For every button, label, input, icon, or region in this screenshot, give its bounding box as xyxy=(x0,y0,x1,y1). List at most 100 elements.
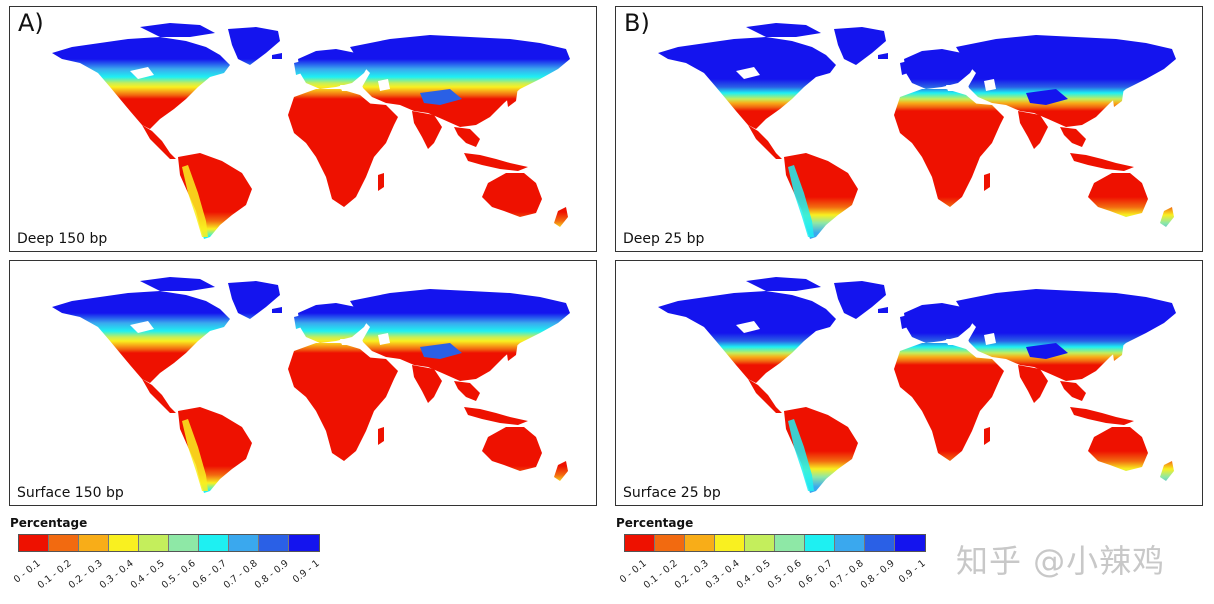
landmass-nz xyxy=(554,207,568,227)
andes-range xyxy=(182,165,208,237)
landmass-india xyxy=(412,365,442,403)
legend-swatch xyxy=(655,535,685,551)
landmass-uk xyxy=(294,61,302,75)
legend-swatch xyxy=(775,535,805,551)
legend-tick-label: 0.9 - 1 xyxy=(896,558,928,586)
panel-caption: Deep 150 bp xyxy=(17,231,108,247)
landmass-india xyxy=(1018,365,1048,403)
landmass-arctic-islands xyxy=(746,23,821,37)
map-panel-surface-25: Surface 25 bp xyxy=(615,260,1203,506)
hudson-bay xyxy=(130,67,154,79)
panel-caption: Deep 25 bp xyxy=(623,231,705,247)
andes-range xyxy=(182,419,208,491)
landmass-madagascar xyxy=(984,427,990,445)
landmass-asia xyxy=(350,35,570,127)
panel-caption: Surface 25 bp xyxy=(623,485,721,501)
landmass-south-america xyxy=(178,407,252,493)
landmass-indonesia xyxy=(464,407,528,425)
legend-swatch xyxy=(109,535,139,551)
landmass-japan xyxy=(1112,335,1124,361)
legend-tick-label: 0.7 - 0.8 xyxy=(221,558,260,592)
panel-label: B) xyxy=(624,9,650,37)
legend-swatch xyxy=(199,535,229,551)
landmass-nz xyxy=(1160,207,1174,227)
landmass-se-asia xyxy=(454,381,480,401)
landmass-asia xyxy=(350,289,570,381)
landmass-asia xyxy=(956,35,1176,127)
landmass-australia xyxy=(1088,427,1148,471)
landmass-north-america xyxy=(658,37,836,129)
landmass-africa xyxy=(288,343,394,461)
legend-swatch xyxy=(715,535,745,551)
caspian-sea xyxy=(378,333,390,345)
tibetan-plateau xyxy=(420,343,462,359)
landmass-indonesia xyxy=(1070,153,1134,171)
landmass-greenland xyxy=(228,27,280,65)
map-panel-deep-25: B) Deep 25 bp xyxy=(615,6,1203,252)
landmass-central-america xyxy=(748,379,782,413)
landmass-africa xyxy=(894,89,1000,207)
legend-tick-label: 0.2 - 0.3 xyxy=(66,558,105,592)
legend-tick-labels: 0 - 0.1 0.1 - 0.2 0.2 - 0.3 0.3 - 0.4 0.4 - … xyxy=(12,554,328,604)
landmass-greenland xyxy=(228,281,280,319)
legend-swatch xyxy=(835,535,865,551)
world-map xyxy=(658,23,1176,239)
legend-swatch xyxy=(805,535,835,551)
landmass-arctic-islands xyxy=(140,23,215,37)
caspian-sea xyxy=(984,333,996,345)
legend-swatch xyxy=(19,535,49,551)
landmass-arabia xyxy=(970,103,1004,129)
landmass-africa xyxy=(288,89,394,207)
world-map xyxy=(658,277,1176,493)
legend-tick-label: 0.1 - 0.2 xyxy=(641,558,680,592)
legend-swatch xyxy=(865,535,895,551)
landmass-africa xyxy=(894,343,1000,461)
legend-swatch xyxy=(745,535,775,551)
legend-swatch xyxy=(625,535,655,551)
legend-tick-label: 0.5 - 0.6 xyxy=(159,558,198,592)
landmass-india xyxy=(412,111,442,149)
hudson-bay xyxy=(736,321,760,333)
landmass-europe xyxy=(904,49,976,89)
landmass-north-america xyxy=(52,37,230,129)
landmass-se-asia xyxy=(1060,127,1086,147)
legend-title: Percentage xyxy=(616,516,694,530)
tibetan-plateau xyxy=(1026,343,1068,359)
andes-range xyxy=(788,419,814,491)
landmass-central-america xyxy=(142,125,176,159)
landmass-south-america xyxy=(784,407,858,493)
landmass-north-america xyxy=(52,291,230,383)
legend-swatch xyxy=(259,535,289,551)
landmass-asia xyxy=(956,289,1176,381)
legend-swatch xyxy=(895,535,925,551)
landmass-greenland xyxy=(834,281,886,319)
legend-tick-label: 0.4 - 0.5 xyxy=(128,558,167,592)
mediterranean-sea xyxy=(946,339,970,345)
legend-tick-label: 0.3 - 0.4 xyxy=(703,558,742,592)
legend-title: Percentage xyxy=(10,516,88,530)
legend-tick-label: 0.8 - 0.9 xyxy=(858,558,897,592)
caspian-sea xyxy=(378,79,390,91)
landmass-uk xyxy=(900,61,908,75)
legend-left: Percentage 0 - 0.1 0.1 - 0.2 0.2 - 0.3 0.3 … xyxy=(10,516,340,602)
legend-swatch xyxy=(289,535,319,551)
landmass-arctic-islands xyxy=(746,277,821,291)
landmass-australia xyxy=(482,173,542,217)
landmass-indonesia xyxy=(464,153,528,171)
landmass-europe xyxy=(298,49,370,89)
landmass-north-america xyxy=(658,291,836,383)
landmass-madagascar xyxy=(378,173,384,191)
legend-swatch xyxy=(49,535,79,551)
landmass-se-asia xyxy=(454,127,480,147)
landmass-australia xyxy=(1088,173,1148,217)
landmass-nz xyxy=(1160,461,1174,481)
landmass-arabia xyxy=(364,357,398,383)
landmass-madagascar xyxy=(378,427,384,445)
legend-tick-labels: 0 - 0.1 0.1 - 0.2 0.2 - 0.3 0.3 - 0.4 0.4 - … xyxy=(618,554,934,604)
legend-tick-label: 0.8 - 0.9 xyxy=(252,558,291,592)
landmass-japan xyxy=(506,81,518,107)
legend-tick-label: 0.4 - 0.5 xyxy=(734,558,773,592)
hudson-bay xyxy=(130,321,154,333)
landmass-se-asia xyxy=(1060,381,1086,401)
landmass-europe xyxy=(904,303,976,343)
